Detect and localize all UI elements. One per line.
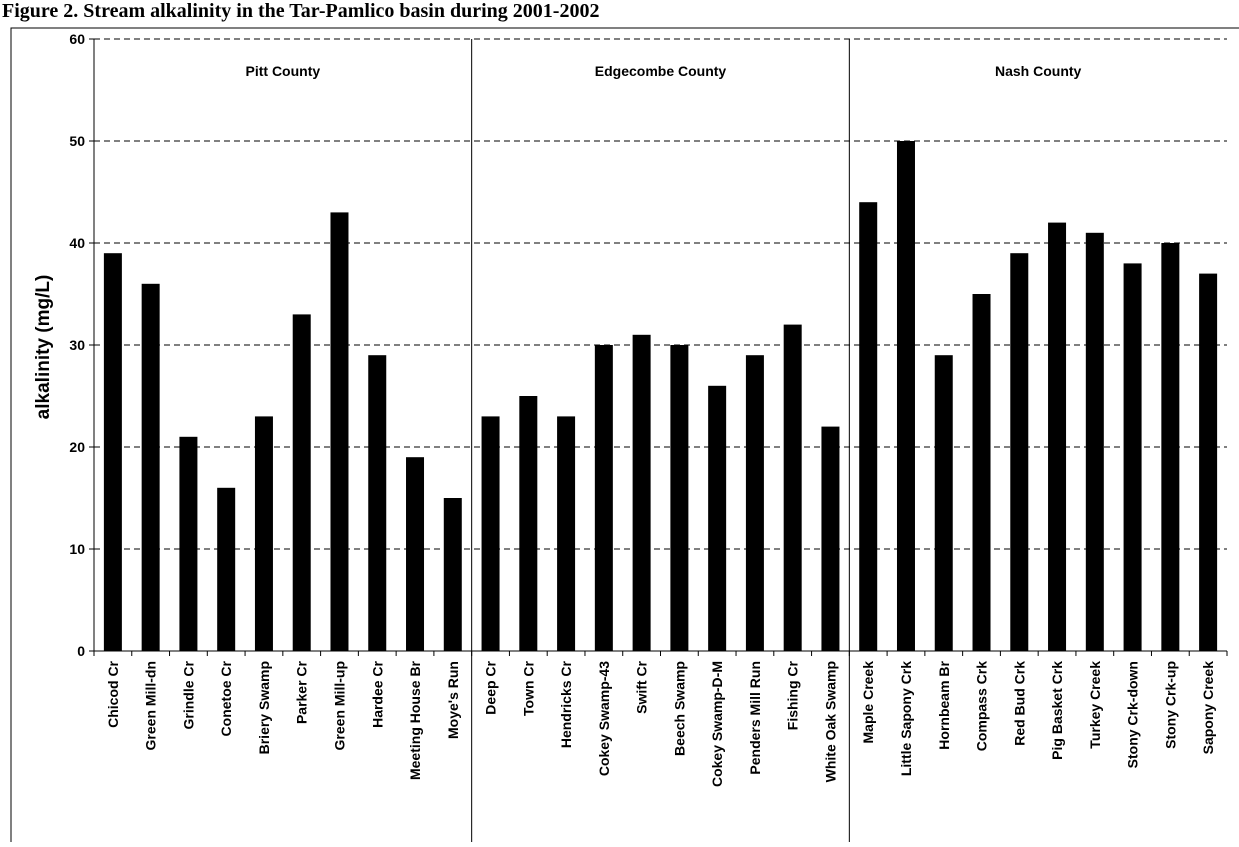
group-label: Pitt County bbox=[246, 63, 321, 79]
y-tick-label: 40 bbox=[69, 235, 85, 251]
x-tick-label: Grindle Cr bbox=[180, 660, 196, 729]
x-tick-labels: Chicod Cr Green Mill-dn Grindle Cr Conetoe … bbox=[105, 660, 1216, 787]
figure-caption: Figure 2. Stream alkalinity in the Tar-P… bbox=[2, 0, 600, 22]
bar bbox=[934, 355, 953, 651]
group-label: Edgecombe County bbox=[595, 63, 727, 79]
bar bbox=[141, 283, 160, 651]
chart-frame bbox=[10, 27, 1239, 847]
y-tick-label: 10 bbox=[69, 541, 85, 557]
y-tick-label: 0 bbox=[77, 643, 85, 659]
x-tick-label: Meeting House Br bbox=[407, 660, 423, 780]
bar bbox=[519, 396, 538, 651]
bar bbox=[406, 457, 425, 651]
bar bbox=[1199, 273, 1218, 651]
x-tick-label: Green Mill-dn bbox=[143, 661, 159, 750]
bar bbox=[670, 345, 689, 651]
x-tick-label: Moye's Run bbox=[445, 661, 461, 739]
x-tick-label: Red Bud Crk bbox=[1011, 661, 1027, 746]
x-tick-label: Hornbeam Br bbox=[936, 660, 952, 749]
x-tick-label: Hardee Cr bbox=[369, 660, 385, 727]
x-tick-label: Cokey Swamp-D-M bbox=[709, 661, 725, 787]
x-tick-label: Swift Cr bbox=[634, 660, 650, 713]
gridlines bbox=[94, 38, 1227, 550]
bars bbox=[103, 141, 1218, 652]
bar bbox=[859, 202, 878, 651]
bar bbox=[896, 141, 915, 651]
bar bbox=[292, 314, 311, 651]
bar bbox=[783, 324, 802, 651]
bar bbox=[745, 355, 764, 651]
x-tick-label: Fishing Cr bbox=[785, 660, 801, 730]
x-tick-label: Turkey Creek bbox=[1087, 661, 1103, 749]
bar bbox=[179, 436, 198, 651]
x-tick-label: Sapony Creek bbox=[1200, 661, 1216, 755]
bar bbox=[632, 334, 651, 651]
x-tick-label: Deep Cr bbox=[483, 660, 499, 714]
bar bbox=[443, 498, 462, 651]
x-tick-label: White Oak Swamp bbox=[822, 661, 838, 782]
bar bbox=[1161, 243, 1180, 651]
bar bbox=[330, 212, 349, 651]
y-tick-label: 30 bbox=[69, 337, 85, 353]
bar bbox=[368, 355, 387, 651]
x-tick-label: Briery Swamp bbox=[256, 661, 272, 754]
x-tick-label: Hendricks Cr bbox=[558, 660, 574, 748]
y-tick-label: 60 bbox=[69, 31, 85, 47]
x-tick-label: Compass Crk bbox=[974, 661, 990, 751]
bar bbox=[103, 253, 122, 651]
bar bbox=[254, 416, 273, 651]
bar bbox=[1123, 263, 1142, 651]
group-labels: Pitt County Edgecombe County Nash County bbox=[246, 63, 1082, 79]
x-tick-label: Stony Crk-down bbox=[1125, 661, 1141, 768]
x-tick-label: Beech Swamp bbox=[671, 661, 687, 756]
x-tick-label: Green Mill-up bbox=[331, 661, 347, 750]
bar bbox=[1048, 222, 1067, 651]
y-tick-label: 50 bbox=[69, 133, 85, 149]
bar bbox=[708, 385, 727, 651]
x-tick-label: Stony Crk-up bbox=[1162, 661, 1178, 749]
axes bbox=[89, 38, 1228, 842]
x-tick-label: Little Sapony Crk bbox=[898, 661, 914, 776]
y-tick-label: 20 bbox=[69, 439, 85, 455]
bar bbox=[594, 345, 613, 651]
group-label: Nash County bbox=[995, 63, 1082, 79]
bar bbox=[1085, 232, 1104, 652]
y-tick-labels: 0 10 20 30 40 50 60 bbox=[69, 31, 85, 659]
bar bbox=[481, 416, 500, 651]
bar bbox=[217, 487, 236, 651]
x-tick-label: Maple Creek bbox=[860, 661, 876, 744]
x-tick-label: Town Cr bbox=[520, 660, 536, 716]
x-tick-label: Chicod Cr bbox=[105, 660, 121, 727]
y-axis-label: alkalinity (mg/L) bbox=[33, 275, 54, 420]
x-tick-label: Cokey Swamp-43 bbox=[596, 661, 612, 776]
bar bbox=[557, 416, 576, 651]
bar bbox=[972, 294, 991, 651]
x-tick-label: Parker Cr bbox=[294, 660, 310, 724]
x-tick-label: Pig Basket Crk bbox=[1049, 661, 1065, 760]
bar bbox=[821, 426, 840, 651]
bar bbox=[1010, 253, 1029, 651]
x-tick-label: Penders Mill Run bbox=[747, 661, 763, 775]
x-tick-label: Conetoe Cr bbox=[218, 660, 234, 736]
